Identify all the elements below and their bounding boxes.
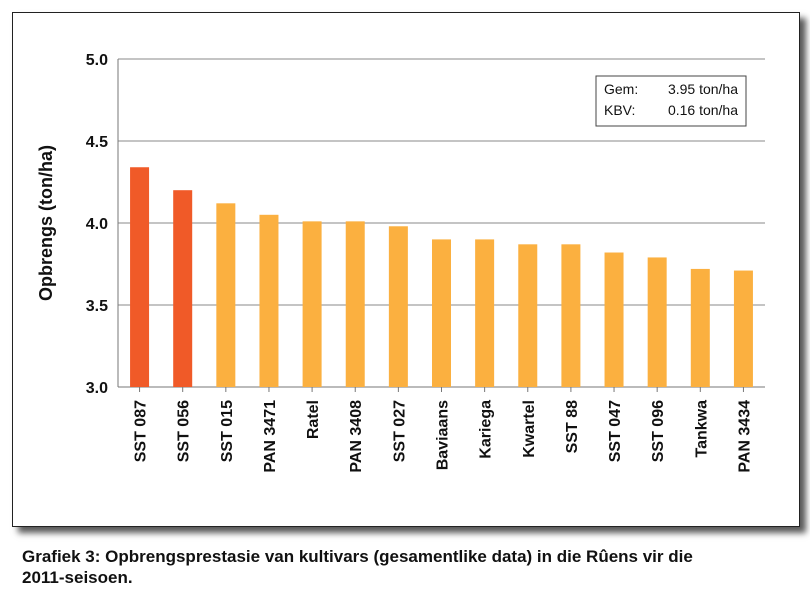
figure-caption: Grafiek 3: Opbrengsprestasie van kultiva… (22, 546, 802, 588)
caption-line-2: 2011-seisoen. (22, 568, 133, 587)
bar-sst-047 (604, 252, 624, 387)
bar-kariega (475, 239, 495, 387)
x-tick-label: SST 056 (176, 400, 193, 462)
x-tick-label: PAN 3434 (736, 400, 753, 473)
bar-sst-056 (173, 190, 193, 387)
bar-sst-096 (647, 257, 667, 387)
stats-legend-box (595, 75, 747, 127)
y-tick-label: 5.0 (86, 52, 108, 69)
bar-kwartel (518, 244, 538, 387)
x-tick-label: SST 88 (564, 400, 581, 453)
x-tick-label: SST 087 (133, 400, 150, 462)
bar-sst-027 (388, 226, 408, 387)
bar-sst-88 (561, 244, 581, 387)
legend-label: KBV: (604, 102, 635, 118)
x-tick-label: SST 096 (650, 400, 667, 462)
caption-line-1: Grafiek 3: Opbrengsprestasie van kultiva… (22, 547, 693, 566)
bar-pan-3408 (345, 221, 365, 387)
x-tick-label: SST 015 (219, 400, 236, 462)
x-tick-label: Baviaans (435, 400, 452, 470)
y-tick-label: 3.0 (86, 380, 108, 397)
x-tick-label: Ratel (305, 400, 322, 439)
legend-value: 0.16 ton/ha (668, 102, 738, 118)
legend-value: 3.95 ton/ha (668, 81, 738, 97)
bar-sst-087 (130, 167, 150, 387)
x-tick-label: Kariega (478, 400, 495, 459)
x-tick-label: PAN 3408 (348, 400, 365, 473)
bar-ratel (302, 221, 322, 387)
bar-pan-3471 (259, 214, 279, 387)
x-tick-label: Kwartel (521, 400, 538, 458)
bar-tankwa (690, 268, 710, 387)
bar-baviaans (432, 239, 451, 387)
x-tick-label: PAN 3471 (262, 400, 279, 473)
bar-pan-3434 (733, 270, 753, 387)
x-tick-label: Tankwa (693, 400, 710, 458)
legend-label: Gem: (604, 81, 638, 97)
y-tick-label: 4.5 (86, 134, 108, 151)
y-axis-label: Opbrengs (ton/ha) (36, 145, 56, 301)
x-tick-label: SST 047 (607, 400, 624, 462)
bar-sst-015 (216, 203, 236, 387)
y-tick-label: 4.0 (86, 216, 108, 233)
x-tick-label: SST 027 (391, 400, 408, 462)
y-tick-label: 3.5 (86, 298, 108, 315)
